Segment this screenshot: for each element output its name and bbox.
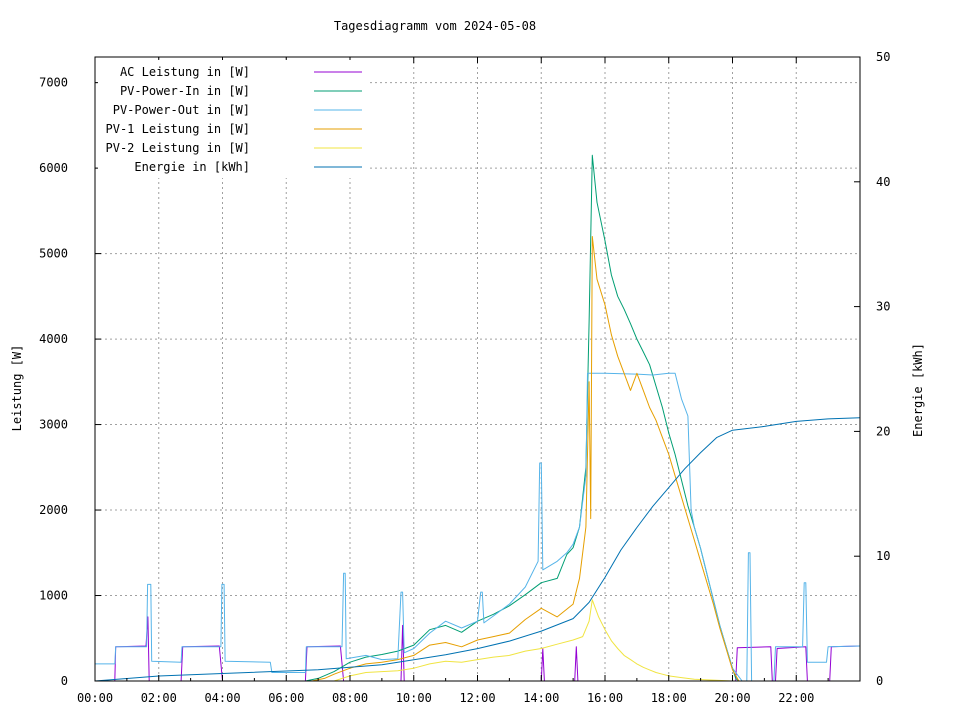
x-tick-label: 08:00 <box>332 691 368 705</box>
x-tick-label: 18:00 <box>651 691 687 705</box>
y-tick-label: 1000 <box>39 589 68 603</box>
grid <box>95 57 860 681</box>
legend-label: AC Leistung in [W] <box>120 65 250 79</box>
x-tick-label: 00:00 <box>77 691 113 705</box>
x-tick-label: 04:00 <box>204 691 240 705</box>
x-tick-label: 14:00 <box>523 691 559 705</box>
legend-label: PV-1 Leistung in [W] <box>106 122 251 136</box>
x-tick-label: 22:00 <box>778 691 814 705</box>
y-tick-label: 4000 <box>39 332 68 346</box>
y2-axis-label: Energie [kWh] <box>911 343 925 437</box>
y-axis-label: Leistung [W] <box>10 345 24 432</box>
x-tick-label: 10:00 <box>396 691 432 705</box>
legend-label: PV-Power-In in [W] <box>120 84 250 98</box>
x-tick-label: 02:00 <box>141 691 177 705</box>
y-tick-label: 6000 <box>39 161 68 175</box>
axis-ticks: 00:00 02:00 04:00 06:00 08:00 10:00 12:00 14:00… <box>39 50 890 705</box>
y-tick-label: 5000 <box>39 247 68 261</box>
y-tick-label: 2000 <box>39 503 68 517</box>
y2-tick-label: 10 <box>876 549 890 563</box>
legend-label: PV-Power-Out in [W] <box>113 103 250 117</box>
y2-tick-label: 0 <box>876 674 883 688</box>
series-line-4 <box>95 236 860 682</box>
series-line-5 <box>95 599 860 682</box>
legend-label: PV-2 Leistung in [W] <box>106 141 251 155</box>
y-tick-label: 0 <box>61 674 68 688</box>
x-tick-label: 20:00 <box>714 691 750 705</box>
legend-background <box>98 60 368 178</box>
legend: AC Leistung in [W] PV-Power-In in [W] PV-P… <box>98 60 368 178</box>
x-tick-label: 12:00 <box>459 691 495 705</box>
y-tick-label: 7000 <box>39 76 68 90</box>
y2-tick-label: 30 <box>876 300 890 314</box>
x-tick-label: 06:00 <box>268 691 304 705</box>
y-tick-label: 3000 <box>39 418 68 432</box>
legend-label: Energie in [kWh] <box>134 160 250 174</box>
y2-tick-label: 50 <box>876 50 890 64</box>
y2-tick-label: 20 <box>876 424 890 438</box>
y2-tick-label: 40 <box>876 175 890 189</box>
chart-title: Tagesdiagramm vom 2024-05-08 <box>334 19 536 33</box>
x-tick-label: 16:00 <box>587 691 623 705</box>
series-line-6 <box>94 417 861 682</box>
